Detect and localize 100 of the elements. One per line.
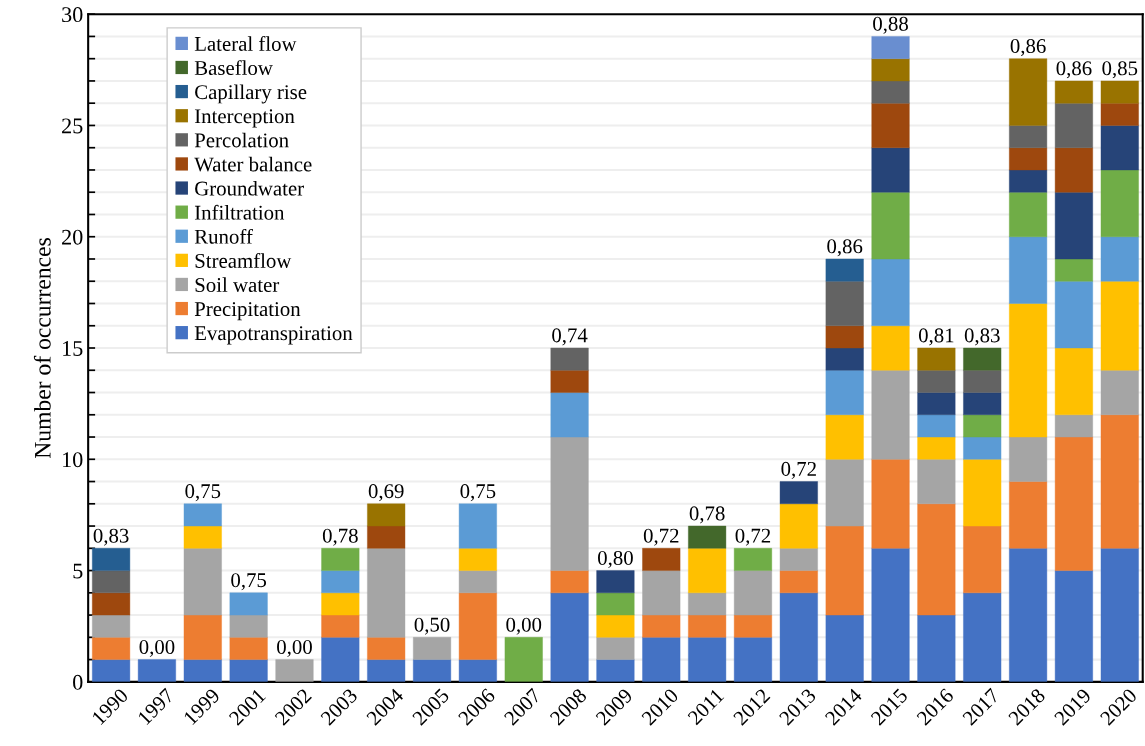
- bar: [642, 548, 681, 571]
- legend-label: Baseflow: [194, 60, 273, 76]
- bar: [1009, 192, 1048, 237]
- bar: [321, 614, 360, 638]
- bar: [871, 258, 910, 326]
- bar: [871, 36, 910, 59]
- bar: [1054, 347, 1093, 415]
- bar: [596, 637, 635, 660]
- bar: [92, 570, 131, 594]
- bar: [642, 637, 681, 682]
- annotation: 0,83: [93, 528, 129, 546]
- y-tick-label: 15: [63, 341, 83, 356]
- bar: [413, 637, 452, 660]
- legend-label: Lateral flow: [194, 36, 297, 51]
- bar: [1054, 436, 1093, 571]
- y-tick-label: 30: [62, 7, 83, 23]
- annotation: 0,75: [231, 573, 267, 591]
- bar: [917, 370, 956, 393]
- bar: [917, 459, 956, 505]
- bar: [779, 592, 818, 682]
- bar: [1100, 414, 1139, 549]
- y-tick-label: 25: [62, 118, 83, 134]
- bar: [1009, 236, 1048, 304]
- bar: [1100, 281, 1139, 371]
- bar: [825, 525, 864, 616]
- bar: [1054, 192, 1093, 260]
- bar: [92, 548, 131, 571]
- bar: [183, 659, 222, 682]
- bar: [963, 370, 1002, 393]
- bar: [183, 503, 222, 527]
- bar: [871, 147, 910, 193]
- bar: [871, 370, 910, 460]
- bar: [596, 570, 635, 594]
- legend-label: Precipitation: [194, 302, 301, 321]
- bar: [229, 637, 268, 660]
- annotation: 0,78: [689, 506, 725, 524]
- bar: [458, 592, 497, 660]
- bar: [1100, 125, 1139, 171]
- y-axis-title: Number of occurrences: [33, 238, 51, 459]
- annotation: 0,72: [781, 461, 816, 479]
- annotation: 0,75: [460, 484, 496, 502]
- bar: [871, 192, 910, 260]
- bar: [825, 281, 864, 326]
- bar: [871, 325, 910, 371]
- bar: [1054, 147, 1093, 193]
- annotation: 0,50: [414, 617, 450, 635]
- bar: [963, 392, 1002, 415]
- bar: [688, 548, 727, 594]
- bar: [688, 614, 727, 638]
- bar: [779, 481, 818, 505]
- bar: [963, 414, 1002, 438]
- bar: [367, 503, 406, 527]
- bar: [825, 414, 864, 460]
- bar: [137, 659, 176, 682]
- bar: [963, 436, 1002, 460]
- bar: [733, 570, 772, 616]
- legend-label: Runoff: [194, 228, 253, 244]
- bar: [963, 459, 1002, 527]
- bar: [367, 659, 406, 682]
- bar: [1009, 58, 1048, 126]
- bar: [321, 548, 360, 571]
- bar: [1009, 436, 1048, 482]
- annotation: 0,72: [735, 528, 771, 546]
- bar: [1009, 481, 1048, 549]
- bar: [963, 592, 1002, 682]
- bar: [458, 503, 497, 549]
- bar: [825, 614, 864, 682]
- bar: [825, 370, 864, 415]
- bar: [92, 659, 131, 682]
- bar: [825, 258, 864, 282]
- legend-label: Percolation: [194, 132, 289, 148]
- bar: [1100, 80, 1139, 104]
- legend-label: Evapotranspiration: [194, 326, 353, 345]
- bar: [779, 503, 818, 549]
- bar: [688, 592, 727, 616]
- bar: [458, 659, 497, 682]
- legend-label: Infiltration: [194, 204, 285, 220]
- bar: [596, 659, 635, 682]
- bar: [642, 614, 681, 638]
- y-tick-label: 5: [73, 563, 83, 579]
- bar: [917, 436, 956, 460]
- bar: [229, 614, 268, 638]
- bar: [550, 436, 589, 571]
- bar: [367, 525, 406, 549]
- bar: [871, 102, 910, 148]
- annotation: 0,86: [1010, 39, 1046, 57]
- annotation: 0,88: [873, 16, 908, 34]
- annotation: 0,00: [277, 639, 312, 657]
- legend-label: Soil water: [195, 277, 280, 292]
- bar: [321, 592, 360, 616]
- bar: [688, 525, 727, 549]
- bar: [917, 414, 956, 438]
- legend-label: Groundwater: [195, 180, 304, 196]
- bar: [321, 570, 360, 594]
- y-tick-label: 0: [73, 674, 83, 690]
- bar: [550, 592, 589, 682]
- bar: [1100, 236, 1139, 282]
- bar: [1100, 548, 1139, 682]
- bar: [917, 392, 956, 415]
- bar: [733, 637, 772, 682]
